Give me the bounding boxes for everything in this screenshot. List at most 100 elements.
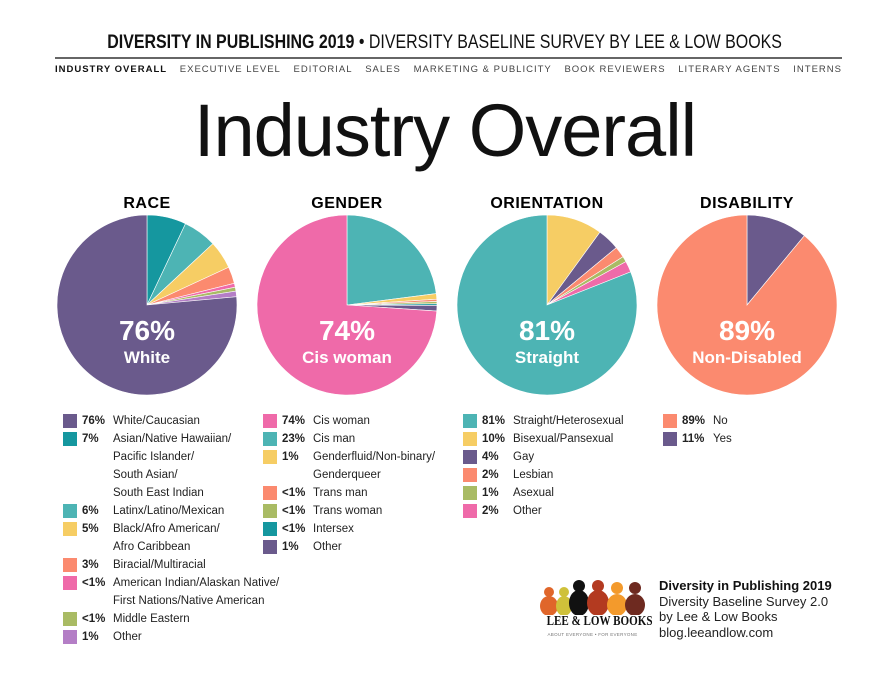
legend-label: Genderfluid/Non-binary/ — [313, 451, 436, 463]
legend-item: 74% Cis woman — [263, 412, 435, 430]
legend-swatch — [263, 414, 277, 428]
legend-label: Asian/Native Hawaiian/ — [113, 433, 232, 445]
legend-label: Intersex — [313, 523, 354, 535]
legend-label: Afro Caribbean — [113, 541, 191, 553]
legend-percent: 1% — [282, 451, 299, 463]
footer-publisher: by Lee & Low Books — [659, 609, 778, 624]
legend-swatch — [463, 468, 477, 482]
legend-label: Latinx/Latino/Mexican — [113, 505, 225, 517]
nav-sales[interactable]: SALES — [365, 64, 401, 75]
pie-center-label: Non-Disabled — [692, 348, 802, 367]
pie-slice — [656, 214, 838, 396]
legend-swatch — [63, 576, 77, 590]
legend-label: First Nations/Native American — [113, 595, 265, 607]
legend-swatch — [463, 504, 477, 518]
header-title: DIVERSITY IN PUBLISHING 2019 • DIVERSITY… — [0, 32, 890, 55]
legend-swatch — [263, 522, 277, 536]
footer-subtitle: Diversity Baseline Survey 2.0 — [659, 593, 829, 609]
legend-label: South East Indian — [113, 487, 204, 499]
logo-text-wrap: LEE & LOW BOOKS — [535, 613, 653, 629]
legend-label: No — [713, 415, 728, 427]
header-title-bold: DIVERSITY IN PUBLISHING 2019 — [107, 32, 355, 53]
nav-literary-agents[interactable]: LITERARY AGENTS — [678, 64, 781, 75]
pie-charts: RACE 76% White GENDER 74% Cis woman ORIENTATIO… — [56, 195, 838, 396]
legend-item: 1% Genderfluid/Non-binary/Genderqueer — [263, 448, 435, 484]
pie-orientation: ORIENTATION 81% Straight — [456, 195, 638, 396]
legend-label: Gay — [513, 451, 535, 463]
legend-percent: 23% — [282, 433, 306, 445]
legend-percent: <1% — [282, 487, 306, 499]
section-nav: INDUSTRY OVERALL EXECUTIVE LEVEL EDITORI… — [55, 64, 842, 75]
legend-item: 5% Black/Afro American/Afro Caribbean — [63, 520, 279, 556]
legend-item: 6% Latinx/Latino/Mexican — [63, 502, 279, 520]
legend-percent: 74% — [282, 415, 306, 427]
legend-item: 1% Other — [263, 538, 435, 556]
legend-label: Cis man — [313, 433, 356, 445]
legend-label: Biracial/Multiracial — [113, 559, 206, 571]
logo-text: LEE & LOW BOOKS — [546, 613, 653, 628]
legend-swatch — [263, 540, 277, 554]
legend-swatch — [63, 558, 77, 572]
legend-item: 11% Yes — [663, 430, 732, 448]
legend-label: Bisexual/Pansexual — [513, 433, 614, 445]
nav-interns[interactable]: INTERNS — [793, 64, 842, 75]
legend-label: Trans man — [313, 487, 368, 499]
legend-label: Pacific Islander/ — [113, 451, 195, 463]
legend-percent: 81% — [482, 415, 506, 427]
legend-percent: 1% — [482, 487, 499, 499]
legend-item: 1% Other — [63, 628, 279, 646]
pie-title: DISABILITY — [700, 195, 794, 212]
nav-editorial[interactable]: EDITORIAL — [293, 64, 353, 75]
pie-center-value: 76% — [119, 315, 175, 346]
legend-label: Yes — [713, 433, 732, 445]
legend-percent: 4% — [482, 451, 499, 463]
nav-marketing-publicity[interactable]: MARKETING & PUBLICITY — [413, 64, 552, 75]
legend-swatch — [63, 522, 77, 536]
legend-swatch — [263, 504, 277, 518]
pie-title: ORIENTATION — [490, 195, 603, 212]
logo-tagline: ABOUT EVERYONE • FOR EVERYONE — [547, 632, 638, 637]
legend-item: 4% Gay — [463, 448, 624, 466]
pie-slice — [456, 214, 638, 396]
legend-swatch — [63, 612, 77, 626]
legend-item: 10% Bisexual/Pansexual — [463, 430, 624, 448]
legend-label: Middle Eastern — [113, 613, 190, 625]
legend-item: 81% Straight/Heterosexual — [463, 412, 624, 430]
legend-percent: <1% — [82, 613, 106, 625]
legend-swatch — [663, 414, 677, 428]
legend-item: <1% Trans man — [263, 484, 435, 502]
legend-label: Other — [113, 631, 142, 643]
legend-percent: 89% — [682, 415, 706, 427]
logo-silhouettes-icon — [540, 580, 645, 616]
legend-item: 89% No — [663, 412, 732, 430]
legend-swatch — [63, 630, 77, 644]
legend-swatch — [263, 486, 277, 500]
legend-label: Cis woman — [313, 415, 370, 427]
legend-percent: 5% — [82, 523, 99, 535]
legend-item: 76% White/Caucasian — [63, 412, 279, 430]
nav-book-reviewers[interactable]: BOOK REVIEWERS — [564, 64, 666, 75]
pie-center-label: Cis woman — [302, 348, 392, 367]
pie-center-value: 89% — [719, 315, 775, 346]
legend-swatch — [263, 450, 277, 464]
legend-item: <1% Middle Eastern — [63, 610, 279, 628]
legend-percent: 11% — [682, 433, 705, 445]
legend-percent: 6% — [82, 505, 99, 517]
legend-percent: <1% — [282, 505, 306, 517]
header-rule — [55, 57, 842, 59]
pie-center-value: 74% — [319, 315, 375, 346]
legend-percent: 1% — [82, 631, 99, 643]
page-title: Industry Overall — [193, 89, 697, 172]
footer-url[interactable]: blog.leeandlow.com — [659, 624, 774, 640]
pie-slice — [56, 214, 238, 396]
nav-executive-level[interactable]: EXECUTIVE LEVEL — [179, 64, 281, 75]
legend-item: 7% Asian/Native Hawaiian/Pacific Islander… — [63, 430, 279, 502]
legend-disability: 89% No 11% Yes — [663, 412, 732, 448]
pie-disability: DISABILITY 89% Non-Disabled — [656, 195, 838, 396]
legend-item: 2% Lesbian — [463, 466, 624, 484]
legend-item: 3% Biracial/Multiracial — [63, 556, 279, 574]
legend-swatch — [663, 432, 677, 446]
nav-industry-overall[interactable]: INDUSTRY OVERALL — [55, 64, 168, 75]
pie-center-value: 81% — [519, 315, 575, 346]
